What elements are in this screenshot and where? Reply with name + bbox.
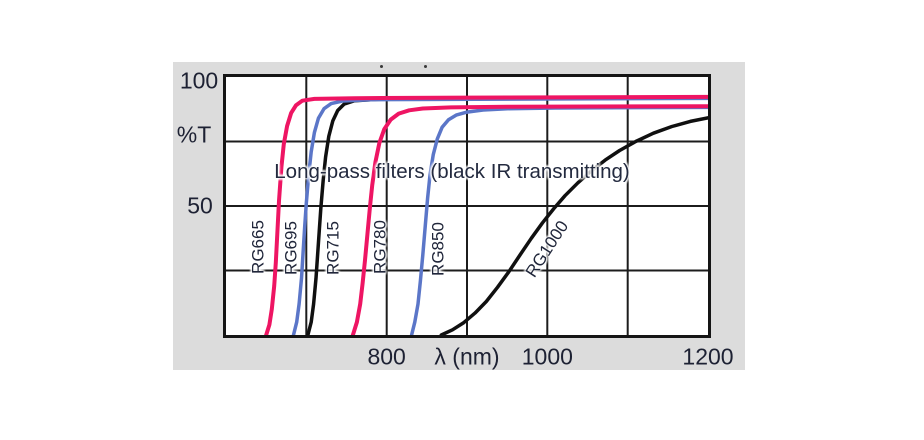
curve-label-rg780: RG780 bbox=[370, 220, 390, 274]
curve-rg665 bbox=[264, 94, 708, 335]
x-axis-title: λ (nm) bbox=[434, 343, 500, 370]
curve-label-rg665: RG665 bbox=[248, 220, 268, 274]
x-tick-1200: 1200 bbox=[682, 343, 734, 370]
x-tick-1000: 1000 bbox=[521, 343, 573, 370]
stray-dot-1 bbox=[380, 65, 383, 68]
curve-label-rg695: RG695 bbox=[281, 221, 301, 275]
curve-rg850 bbox=[409, 105, 708, 335]
x-tick-800: 800 bbox=[367, 343, 406, 370]
chart-title: Long-pass filters (black IR transmitting… bbox=[274, 159, 630, 183]
plot-border bbox=[223, 74, 711, 338]
curve-rg1000 bbox=[439, 116, 708, 335]
y-tick-50: 50 bbox=[187, 192, 213, 219]
curve-rg695 bbox=[291, 96, 708, 335]
transmission-curves-plot bbox=[226, 77, 708, 335]
curve-rg780 bbox=[350, 104, 708, 335]
y-tick-100: 100 bbox=[179, 67, 219, 94]
curve-label-rg850: RG850 bbox=[428, 222, 448, 276]
curve-label-rg715: RG715 bbox=[323, 221, 343, 275]
y-axis-title: %T bbox=[176, 121, 212, 148]
stray-dot-2 bbox=[424, 65, 427, 68]
